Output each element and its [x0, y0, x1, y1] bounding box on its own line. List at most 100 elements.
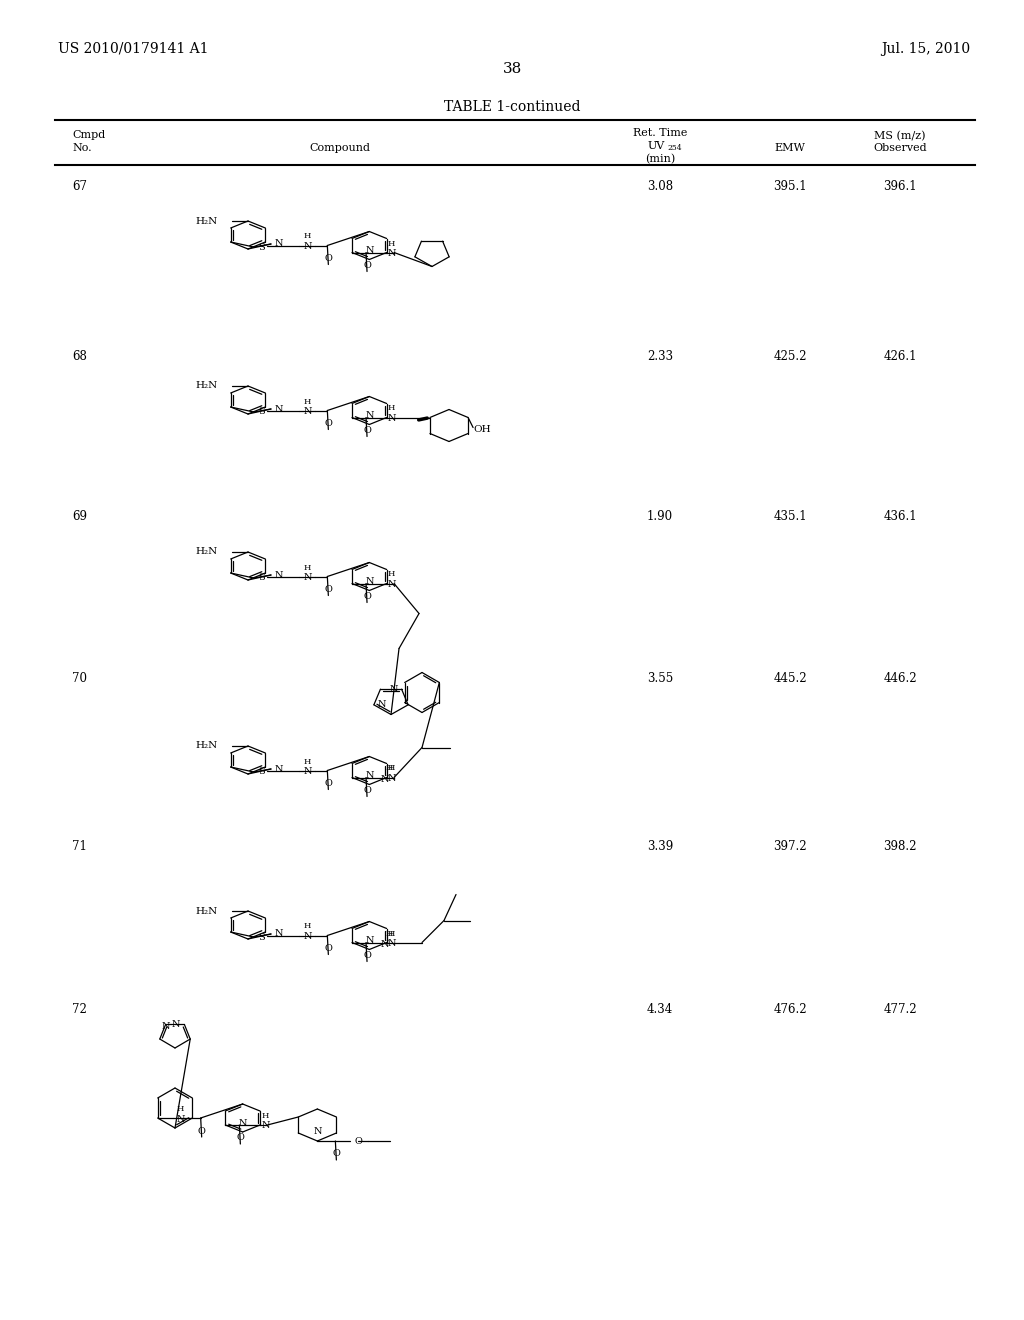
Text: US 2010/0179141 A1: US 2010/0179141 A1: [58, 42, 209, 55]
Text: N: N: [303, 932, 311, 941]
Text: O: O: [364, 591, 371, 601]
Text: 67: 67: [72, 180, 87, 193]
Text: N: N: [366, 936, 374, 945]
Text: N: N: [303, 573, 311, 582]
Text: N: N: [313, 1127, 322, 1137]
Text: No.: No.: [72, 143, 91, 153]
Text: N: N: [275, 570, 284, 579]
Text: O: O: [325, 779, 332, 788]
Text: 445.2: 445.2: [773, 672, 807, 685]
Text: 254: 254: [667, 144, 682, 152]
Text: H: H: [304, 758, 311, 766]
Text: 397.2: 397.2: [773, 840, 807, 853]
Text: N: N: [388, 579, 396, 589]
Text: N: N: [303, 767, 311, 776]
Text: H: H: [304, 397, 311, 405]
Text: N: N: [378, 701, 386, 709]
Text: N: N: [275, 764, 284, 774]
Text: 477.2: 477.2: [883, 1003, 916, 1016]
Text: 476.2: 476.2: [773, 1003, 807, 1016]
Text: O: O: [354, 1137, 362, 1146]
Text: N: N: [275, 239, 284, 248]
Text: O: O: [325, 585, 332, 594]
Text: 435.1: 435.1: [773, 510, 807, 523]
Text: H: H: [388, 404, 395, 412]
Text: H: H: [388, 764, 395, 772]
Text: 398.2: 398.2: [884, 840, 916, 853]
Text: H₂N: H₂N: [196, 742, 218, 751]
Text: N: N: [303, 407, 311, 416]
Text: 3.39: 3.39: [647, 840, 673, 853]
Text: O: O: [333, 1150, 340, 1159]
Text: O: O: [325, 253, 332, 263]
Text: O: O: [325, 418, 332, 428]
Text: H: H: [304, 564, 311, 572]
Text: N: N: [366, 246, 374, 255]
Text: N: N: [275, 929, 284, 939]
Text: 70: 70: [72, 672, 87, 685]
Text: N: N: [176, 1114, 185, 1123]
Text: N: N: [388, 249, 396, 257]
Text: UV: UV: [648, 141, 666, 150]
Text: 396.1: 396.1: [883, 180, 916, 193]
Text: 436.1: 436.1: [883, 510, 916, 523]
Text: S: S: [258, 767, 264, 776]
Text: O: O: [325, 944, 332, 953]
Text: Jul. 15, 2010: Jul. 15, 2010: [881, 42, 970, 55]
Text: 425.2: 425.2: [773, 350, 807, 363]
Text: N: N: [388, 939, 396, 948]
Text: H: H: [177, 1105, 184, 1113]
Text: N: N: [162, 1022, 170, 1031]
Text: N: N: [388, 774, 396, 783]
Text: Cmpd: Cmpd: [72, 129, 105, 140]
Text: N: N: [381, 940, 389, 949]
Text: H₂N: H₂N: [196, 381, 218, 391]
Text: H: H: [385, 764, 393, 772]
Text: N: N: [239, 1118, 247, 1127]
Text: Observed: Observed: [873, 143, 927, 153]
Text: N: N: [303, 242, 311, 251]
Text: Ret. Time: Ret. Time: [633, 128, 687, 139]
Text: 71: 71: [72, 840, 87, 853]
Text: O: O: [198, 1126, 206, 1135]
Text: O: O: [364, 785, 371, 795]
Text: N: N: [172, 1020, 180, 1030]
Text: (min): (min): [645, 154, 675, 164]
Text: TABLE 1-continued: TABLE 1-continued: [443, 100, 581, 114]
Text: OH: OH: [473, 425, 490, 434]
Text: S: S: [258, 408, 264, 417]
Text: N: N: [275, 404, 284, 413]
Text: H: H: [388, 929, 395, 937]
Text: O: O: [364, 950, 371, 960]
Text: 426.1: 426.1: [884, 350, 916, 363]
Text: N: N: [366, 411, 374, 420]
Text: H: H: [304, 232, 311, 240]
Text: 2.33: 2.33: [647, 350, 673, 363]
Text: MS (m/z): MS (m/z): [874, 131, 926, 141]
Text: O: O: [364, 261, 371, 271]
Text: N: N: [366, 577, 374, 586]
Text: 395.1: 395.1: [773, 180, 807, 193]
Text: 69: 69: [72, 510, 87, 523]
Text: H: H: [385, 929, 393, 937]
Text: 38: 38: [503, 62, 521, 77]
Text: 1.90: 1.90: [647, 510, 673, 523]
Text: S: S: [258, 932, 264, 941]
Text: O: O: [237, 1134, 245, 1143]
Text: 72: 72: [72, 1003, 87, 1016]
Text: O: O: [364, 426, 371, 436]
Text: Compound: Compound: [309, 143, 371, 153]
Text: N: N: [389, 685, 397, 694]
Text: H: H: [388, 570, 395, 578]
Text: H: H: [304, 923, 311, 931]
Text: N: N: [381, 775, 389, 784]
Text: H₂N: H₂N: [196, 216, 218, 226]
Text: EMW: EMW: [774, 143, 806, 153]
Text: 3.08: 3.08: [647, 180, 673, 193]
Text: H₂N: H₂N: [196, 907, 218, 916]
Text: N: N: [366, 771, 374, 780]
Text: N: N: [388, 414, 396, 422]
Text: S: S: [258, 243, 264, 252]
Text: S: S: [258, 573, 264, 582]
Text: H: H: [261, 1111, 268, 1119]
